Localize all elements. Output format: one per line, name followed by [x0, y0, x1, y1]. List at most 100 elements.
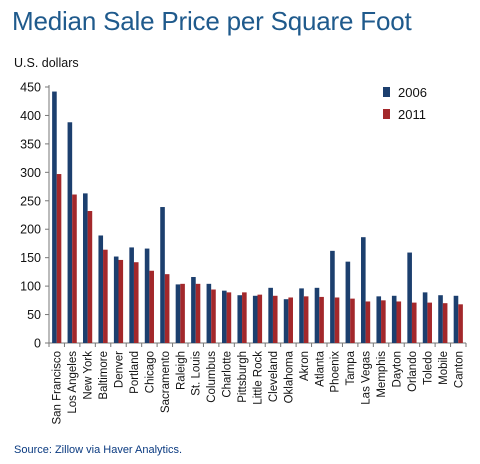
- bar-2011-cleveland: [272, 295, 278, 343]
- x-category-label: Portland: [129, 351, 141, 394]
- bar-2006-memphis: [376, 296, 382, 343]
- bar-2011-oklahoma: [288, 297, 293, 343]
- bars: [52, 91, 463, 343]
- bar-2006-denver: [113, 256, 119, 343]
- bar-2006-little-rock: [252, 295, 258, 343]
- bar-2006-toledo: [422, 292, 428, 343]
- bar-2006-atlanta: [314, 287, 320, 343]
- x-category-label: Phoenix: [330, 351, 342, 393]
- y-tick-label: 400: [20, 109, 41, 123]
- bar-2011-los-angeles: [72, 194, 77, 343]
- bar-2006-raleigh: [175, 284, 181, 343]
- y-tick-label: 450: [20, 81, 41, 95]
- bar-2011-columbus: [211, 289, 216, 343]
- bar-2011-portland: [133, 262, 139, 343]
- x-category-label: Charlotte: [222, 351, 234, 398]
- x-category-label: St. Louis: [191, 351, 203, 396]
- x-category-label: Tampa: [345, 350, 357, 385]
- x-category-label: San Francisco: [52, 351, 64, 425]
- bar-2011-sacramento: [164, 274, 170, 343]
- bar-2011-phoenix: [334, 297, 340, 343]
- bar-2006-canton: [453, 295, 459, 343]
- bar-2011-raleigh: [180, 283, 185, 343]
- x-category-label: Dayton: [392, 351, 404, 387]
- bar-2006-tampa: [345, 261, 351, 343]
- x-category-label: Raleigh: [175, 351, 187, 390]
- legend-swatch-2011: [383, 109, 390, 119]
- bar-2006-chicago: [144, 248, 150, 343]
- bar-2011-tampa: [350, 298, 355, 343]
- y-tick-label: 0: [34, 337, 41, 351]
- bar-2011-san-francisco: [56, 174, 62, 343]
- x-category-label: Sacramento: [160, 351, 172, 413]
- x-category-label: Akron: [299, 351, 311, 381]
- bar-2006-charlotte: [222, 290, 227, 343]
- bar-2011-little-rock: [257, 294, 263, 343]
- category-labels: San Francisco Los Angeles New York Baltimor…: [52, 350, 466, 424]
- source-note: Source: Zillow via Haver Analytics.: [14, 444, 183, 456]
- legend-swatch-2006: [383, 87, 390, 97]
- bar-2006-akron: [299, 288, 304, 343]
- bar-2011-memphis: [381, 300, 386, 343]
- y-tick-label: 250: [20, 194, 41, 208]
- bar-2006-pittsburgh: [237, 295, 243, 343]
- x-category-label: Los Angeles: [67, 351, 79, 414]
- axes: 0 50 100 150 200 250 300 350 400 450: [20, 81, 467, 351]
- x-category-label: Orlando: [407, 351, 419, 392]
- chart-title: Median Sale Price per Square Foot: [12, 6, 412, 36]
- x-category-label: Toledo: [422, 351, 434, 385]
- bar-2011-akron: [303, 296, 309, 343]
- legend-label-2011: 2011: [398, 107, 426, 122]
- bar-2006-phoenix: [330, 250, 335, 343]
- x-category-label: Pittsburgh: [237, 351, 249, 403]
- y-tick-label: 100: [20, 280, 41, 294]
- bar-2011-st-louis: [195, 283, 201, 343]
- bar-2011-baltimore: [103, 249, 108, 343]
- bar-2006-las-vegas: [361, 237, 366, 343]
- x-category-label: Denver: [114, 351, 126, 388]
- legend-label-2006: 2006: [398, 85, 427, 100]
- bar-2006-columbus: [206, 283, 212, 343]
- bar-2006-dayton: [391, 295, 397, 343]
- bar-2006-st-louis: [191, 277, 196, 343]
- bar-2011-orlando: [411, 302, 417, 343]
- bar-2006-oklahoma: [283, 299, 289, 343]
- bar-2011-las-vegas: [365, 301, 371, 343]
- bar-2006-sacramento: [160, 207, 165, 343]
- bar-2006-cleveland: [268, 287, 273, 343]
- x-category-label: Baltimore: [98, 351, 110, 400]
- y-tick-label: 50: [27, 308, 41, 322]
- y-tick-label: 200: [20, 223, 41, 237]
- x-category-label: Columbus: [206, 351, 218, 403]
- bar-2011-toledo: [427, 302, 432, 343]
- legend: 2006 2011: [383, 85, 427, 122]
- bar-2006-mobile: [438, 295, 443, 343]
- bar-2011-denver: [118, 259, 124, 343]
- bar-2006-portland: [129, 247, 134, 343]
- bar-2011-canton: [458, 304, 463, 343]
- bar-2011-atlanta: [319, 296, 324, 343]
- bar-2006-los-angeles: [67, 122, 73, 343]
- bar-2011-mobile: [442, 303, 448, 343]
- y-tick-label: 350: [20, 137, 41, 151]
- bar-2006-san-francisco: [52, 91, 57, 343]
- x-category-label: Oklahoma: [283, 350, 295, 403]
- x-category-label: Cleveland: [268, 351, 280, 402]
- bar-2011-pittsburgh: [242, 292, 247, 343]
- bar-2011-dayton: [396, 301, 402, 343]
- bar-2006-new-york: [83, 193, 88, 343]
- y-axis-unit-label: U.S. dollars: [14, 56, 79, 70]
- x-category-label: Atlanta: [314, 350, 326, 386]
- bar-2011-chicago: [149, 270, 154, 343]
- y-tick-label: 150: [20, 251, 41, 265]
- x-category-label: Canton: [453, 351, 465, 388]
- bar-2006-baltimore: [98, 235, 104, 343]
- y-tick-label: 300: [20, 166, 41, 180]
- x-category-label: Mobile: [438, 351, 450, 385]
- x-category-label: Las Vegas: [361, 351, 373, 405]
- x-category-label: New York: [83, 351, 95, 400]
- bar-2011-charlotte: [226, 292, 232, 343]
- x-category-label: Chicago: [144, 351, 156, 393]
- x-category-label: Memphis: [376, 351, 388, 398]
